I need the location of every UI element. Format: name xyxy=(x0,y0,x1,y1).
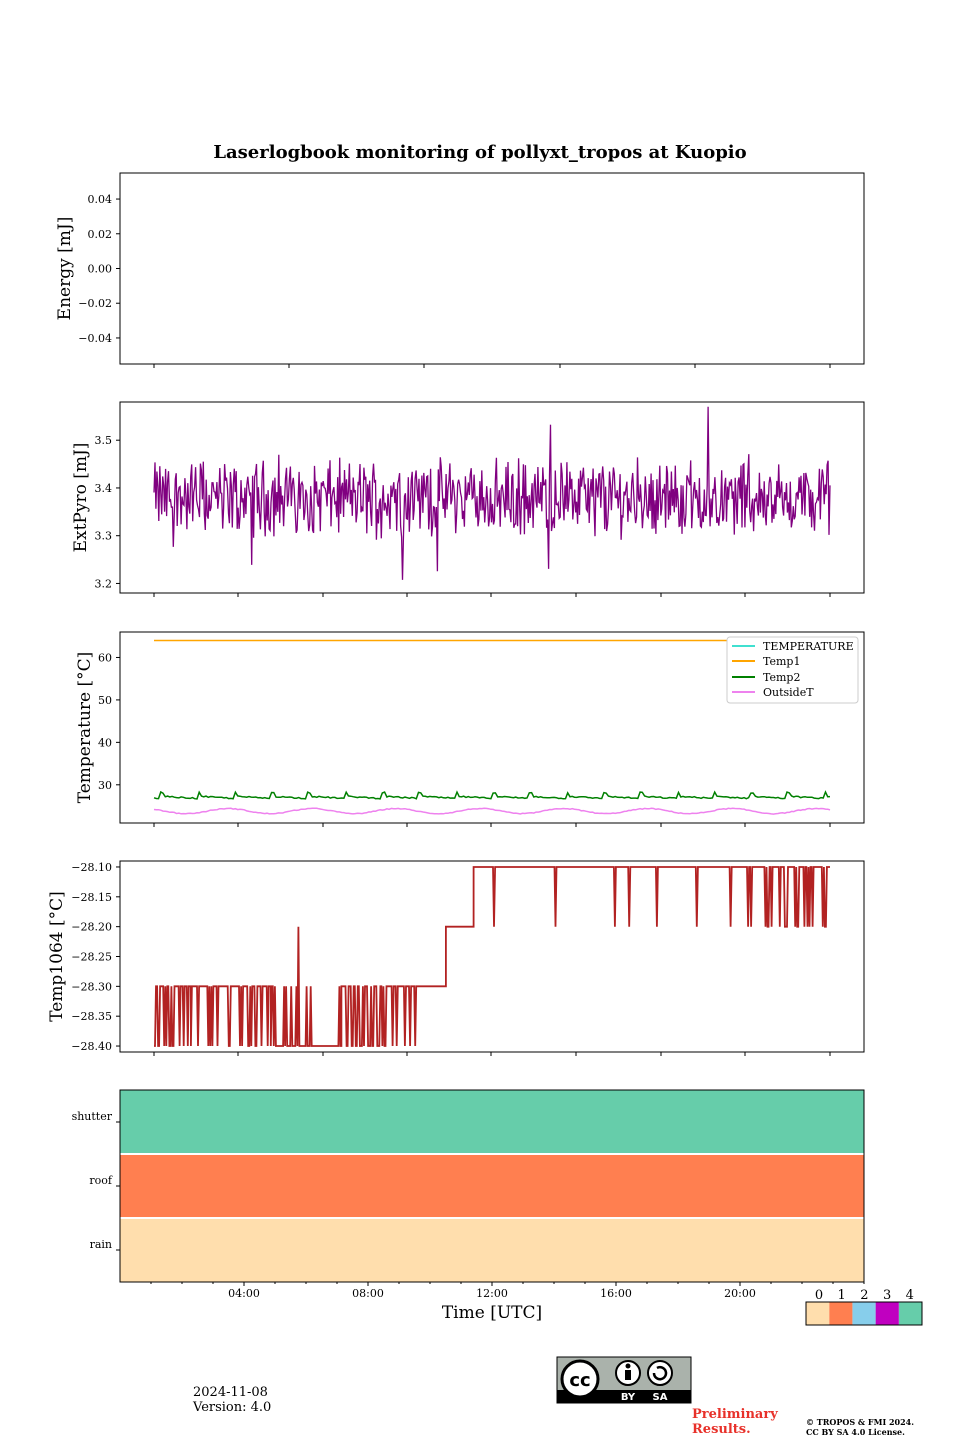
temp2-series-line xyxy=(153,790,831,800)
energy-yticks: 0.04 0.02 0.00 −0.02 −0.04 xyxy=(78,193,120,345)
ytick-label: 60 xyxy=(98,651,112,664)
ytick-label: −28.20 xyxy=(71,921,112,934)
cc-sa-label: SA xyxy=(653,1392,668,1403)
ytick-label: −28.40 xyxy=(71,1040,112,1053)
status-label-shutter: shutter xyxy=(72,1110,113,1123)
ytick-label: 0.04 xyxy=(88,193,113,206)
energy-xticks xyxy=(153,364,831,368)
cc-by-label: BY xyxy=(621,1392,636,1403)
preliminary-line-1: Preliminary xyxy=(692,1407,778,1422)
ytick-label: 40 xyxy=(98,736,112,749)
ytick-label: 50 xyxy=(98,694,112,707)
energy-ylabel: Energy [mJ] xyxy=(55,217,75,321)
legend-label-temp2: Temp2 xyxy=(763,671,800,684)
colorbar-tick-label: 2 xyxy=(860,1288,868,1303)
ytick-label: 3.3 xyxy=(95,530,113,543)
chart-title: Laserlogbook monitoring of pollyxt_tropo… xyxy=(213,142,746,163)
temperature-yticks: 60 50 40 30 xyxy=(98,651,120,792)
copyright-line-2: CC BY SA 4.0 License. xyxy=(806,1427,905,1437)
svg-text:cc: cc xyxy=(569,1370,590,1391)
pyro-ylabel: ExtPyro [mJ] xyxy=(71,443,91,553)
xtick-label: 08:00 xyxy=(352,1287,384,1300)
ytick-label: 30 xyxy=(98,779,112,792)
colorbar-swatch xyxy=(875,1302,899,1325)
ytick-label: −28.25 xyxy=(71,951,112,964)
temperature-ylabel: Temperature [°C] xyxy=(75,652,95,804)
temp1064-yticks: −28.10 −28.15 −28.20 −28.25 −28.30 −28.35 −28.… xyxy=(71,861,120,1053)
cc-license-badge: cc BY SA xyxy=(556,1356,692,1404)
preliminary-line-2: Results. xyxy=(692,1422,751,1437)
pyro-yticks: 3.5 3.4 3.3 3.2 xyxy=(95,434,120,590)
status-label-roof: roof xyxy=(89,1174,113,1187)
footer-version: Version: 4.0 xyxy=(193,1400,272,1415)
pyro-panel: ExtPyro [mJ] 3.5 3.4 3.3 3.2 xyxy=(71,401,865,597)
temp1064-ylabel: Temp1064 [°C] xyxy=(47,891,67,1022)
temperature-panel: Temperature [°C] 60 50 40 30 TEMPERATURE Te… xyxy=(75,631,865,827)
pyro-xticks xyxy=(153,593,831,597)
temp1064-series-line xyxy=(154,866,830,1047)
colorbar-swatch xyxy=(898,1302,922,1325)
xtick-label: 16:00 xyxy=(600,1287,632,1300)
ytick-label: 3.5 xyxy=(95,434,113,447)
ytick-label: 0.00 xyxy=(88,263,113,276)
time-axis-label: Time [UTC] xyxy=(442,1303,542,1323)
energy-panel: Energy [mJ] 0.04 0.02 0.00 −0.02 −0.04 xyxy=(55,172,865,368)
colorbar-tick-label: 1 xyxy=(838,1288,846,1303)
outsidet-series-line xyxy=(153,807,831,815)
pyro-series-line xyxy=(153,406,831,580)
status-panel: shutter roof rain 04:00 08:00 12:00 16:00 20… xyxy=(72,1089,865,1323)
status-xticks: 04:00 08:00 12:00 16:00 20:00 xyxy=(150,1282,865,1300)
colorbar-tick-label: 0 xyxy=(815,1288,823,1303)
ytick-label: −28.15 xyxy=(71,891,112,904)
temp1064-panel: Temp1064 [°C] −28.10−28.15−28.20−28.25−2… xyxy=(47,860,865,1056)
footer-date: 2024-11-08 xyxy=(193,1385,268,1400)
colorbar-swatch xyxy=(806,1302,830,1325)
status-row-shutter xyxy=(120,1090,864,1153)
ytick-label: −28.10 xyxy=(71,861,112,874)
ytick-label: 3.4 xyxy=(95,482,113,495)
temp1064-xticks xyxy=(153,1052,831,1056)
ytick-label: −28.35 xyxy=(71,1010,112,1023)
legend-label-temp1: Temp1 xyxy=(763,655,800,668)
legend-label-temperature: TEMPERATURE xyxy=(763,640,854,653)
xtick-label: 04:00 xyxy=(228,1287,260,1300)
xtick-label: 20:00 xyxy=(724,1287,756,1300)
colorbar-swatch xyxy=(852,1302,876,1325)
status-row-roof xyxy=(120,1155,864,1217)
xtick-label: 12:00 xyxy=(476,1287,508,1300)
ytick-label: −28.30 xyxy=(71,980,112,993)
temperature-xticks xyxy=(153,823,831,827)
ytick-label: −0.04 xyxy=(78,332,112,345)
ytick-label: 0.02 xyxy=(88,228,113,241)
ytick-label: −0.02 xyxy=(78,297,112,310)
legend-label-outsidet: OutsideT xyxy=(763,686,814,699)
temperature-legend: TEMPERATURE Temp1 Temp2 OutsideT xyxy=(726,636,859,704)
status-label-rain: rain xyxy=(90,1238,112,1251)
colorbar-tick-label: 4 xyxy=(906,1288,914,1303)
copyright-line-1: © TROPOS & FMI 2024. xyxy=(806,1417,915,1427)
colorbar-swatch xyxy=(829,1302,853,1325)
status-row-rain xyxy=(120,1219,864,1282)
ytick-label: 3.2 xyxy=(95,577,113,590)
colorbar-tick-label: 3 xyxy=(883,1288,891,1303)
